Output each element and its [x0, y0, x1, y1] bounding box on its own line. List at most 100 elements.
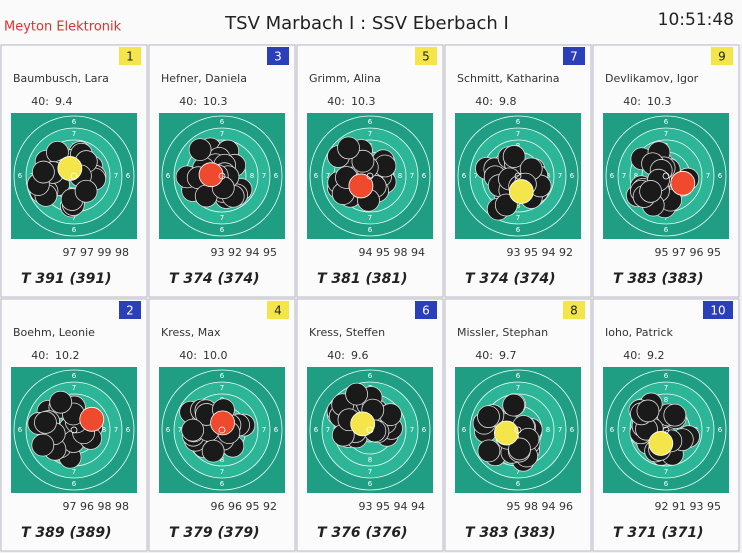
last-hit — [57, 156, 83, 181]
lane-number: 7 — [570, 50, 578, 64]
ring-label: 7 — [72, 468, 76, 476]
shot — [34, 411, 57, 434]
shooter-name: Devlikamov, Igor — [605, 72, 699, 85]
last-hit — [198, 162, 224, 188]
ring-label: 7 — [706, 172, 710, 180]
shot — [639, 180, 663, 203]
ring-label: 6 — [718, 172, 723, 180]
ring-label: 6 — [368, 226, 373, 234]
ring-label: 6 — [126, 172, 131, 180]
last-hit — [508, 179, 534, 204]
lane-badge — [711, 47, 733, 65]
shooter-name: Hefner, Daniela — [161, 72, 247, 85]
total-score: T 379 (379) — [169, 525, 260, 541]
lane-number: 8 — [570, 304, 578, 318]
lane-badge — [563, 47, 585, 65]
center-dot — [662, 426, 670, 434]
last-shot: 9.8 — [499, 95, 517, 108]
ring — [161, 369, 283, 491]
ring-label: 7 — [220, 130, 224, 138]
shot — [636, 399, 660, 423]
shooter-name: Kress, Max — [161, 326, 221, 339]
ring-label: 6 — [422, 172, 427, 180]
last-hit — [350, 411, 376, 437]
series-scores: 93 92 94 95 — [211, 246, 277, 259]
ring-label: 6 — [368, 372, 373, 380]
ring — [309, 369, 431, 491]
shooter-name: Missler, Stephan — [457, 326, 548, 339]
ring-label: 7 — [516, 468, 520, 476]
ring-label: 6 — [314, 426, 319, 434]
shooter-name: Kress, Steffen — [309, 326, 385, 339]
ring — [469, 381, 567, 479]
last-shot: 10.3 — [203, 95, 228, 108]
series-scores: 95 98 94 96 — [507, 500, 573, 513]
ring-label: 6 — [368, 118, 373, 126]
shot — [74, 179, 98, 203]
shot — [345, 382, 368, 406]
ring-label: 6 — [516, 118, 521, 126]
last-shot: 10.2 — [55, 349, 80, 362]
ring-label: 8 — [220, 456, 224, 464]
lane-badge — [267, 47, 289, 65]
lane-number: 1 — [126, 50, 134, 64]
center-dot — [70, 172, 78, 180]
total-score: T 376 (376) — [317, 525, 408, 541]
ring-label: 7 — [410, 426, 414, 434]
ring-label: 7 — [220, 214, 224, 222]
ring-label: 7 — [474, 172, 478, 180]
ring-label: 6 — [610, 426, 615, 434]
ring-label: 8 — [634, 172, 638, 180]
ring-label: 6 — [570, 426, 575, 434]
shot — [351, 149, 375, 173]
shot — [201, 439, 225, 463]
brand: Meyton Elektronik — [4, 20, 122, 35]
lane-number: 4 — [274, 304, 282, 318]
shot — [337, 136, 360, 160]
shooter-name: Schmitt, Katharina — [457, 72, 559, 85]
shot-count: 40: — [179, 95, 197, 108]
last-hit — [648, 431, 674, 456]
ring — [457, 115, 579, 237]
shooter-name: Grimm, Alina — [309, 72, 381, 85]
center-dot — [218, 426, 226, 434]
shot-count: 40: — [327, 95, 345, 108]
last-shot: 9.6 — [351, 349, 369, 362]
last-shot: 9.7 — [499, 349, 517, 362]
last-hit — [493, 420, 519, 446]
ring-label: 6 — [314, 172, 319, 180]
last-hit — [348, 173, 374, 199]
ring-label: 8 — [516, 202, 520, 210]
ring-label: 6 — [718, 426, 723, 434]
lane-number: 9 — [718, 50, 726, 64]
total-score: T 371 (371) — [613, 525, 704, 541]
header-bar — [0, 0, 742, 44]
ring-label: 6 — [274, 172, 279, 180]
ring-label: 7 — [664, 384, 668, 392]
ring-label: 6 — [664, 480, 669, 488]
ring-label: 6 — [274, 426, 279, 434]
series-scores: 94 95 98 94 — [359, 246, 425, 259]
shooter-name: Ioho, Patrick — [605, 326, 673, 339]
ring-label: 7 — [664, 468, 668, 476]
ring-label: 7 — [368, 130, 372, 138]
total-score: T 391 (391) — [21, 271, 112, 287]
ring — [309, 115, 431, 237]
total-score: T 389 (389) — [21, 525, 112, 541]
ring-label: 6 — [570, 172, 575, 180]
center-dot — [514, 426, 522, 434]
ring-label: 8 — [250, 172, 254, 180]
center-dot — [662, 172, 670, 180]
ring — [457, 369, 579, 491]
ring-label: 8 — [664, 396, 668, 404]
ring-label: 6 — [166, 172, 171, 180]
shot — [502, 393, 526, 417]
shot — [663, 403, 687, 427]
ring — [25, 381, 123, 479]
ring-label: 7 — [326, 172, 330, 180]
